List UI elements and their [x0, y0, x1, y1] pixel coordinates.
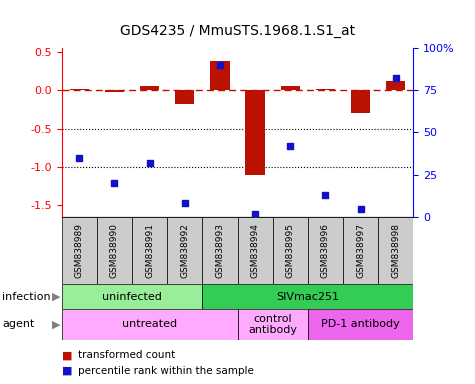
Bar: [70, 89, 89, 90]
Text: GDS4235 / MmuSTS.1968.1.S1_at: GDS4235 / MmuSTS.1968.1.S1_at: [120, 25, 355, 38]
Bar: [62, 217, 97, 284]
Text: control
antibody: control antibody: [248, 314, 297, 335]
Bar: [175, 90, 194, 104]
Bar: [62, 309, 238, 340]
Bar: [378, 217, 413, 284]
Text: uninfected: uninfected: [102, 291, 162, 302]
Bar: [308, 309, 413, 340]
Point: [251, 210, 259, 217]
Bar: [202, 217, 238, 284]
Text: GSM838989: GSM838989: [75, 223, 84, 278]
Point: [111, 180, 118, 186]
Point: [392, 75, 399, 81]
Text: PD-1 antibody: PD-1 antibody: [321, 319, 400, 329]
Bar: [105, 90, 124, 92]
Point: [286, 143, 294, 149]
Bar: [238, 217, 273, 284]
Bar: [167, 217, 202, 284]
Text: SIVmac251: SIVmac251: [276, 291, 339, 302]
Bar: [97, 217, 132, 284]
Text: agent: agent: [2, 319, 35, 329]
Text: infection: infection: [2, 291, 51, 302]
Text: GSM838991: GSM838991: [145, 223, 154, 278]
Text: ■: ■: [62, 366, 72, 376]
Bar: [210, 61, 229, 90]
Text: GSM838992: GSM838992: [180, 223, 189, 278]
Bar: [273, 217, 308, 284]
Point: [76, 155, 83, 161]
Bar: [62, 284, 202, 309]
Text: GSM838998: GSM838998: [391, 223, 400, 278]
Bar: [386, 81, 405, 90]
Text: GSM838996: GSM838996: [321, 223, 330, 278]
Text: percentile rank within the sample: percentile rank within the sample: [78, 366, 254, 376]
Text: GSM838995: GSM838995: [286, 223, 294, 278]
Text: untreated: untreated: [122, 319, 177, 329]
Text: GSM838993: GSM838993: [216, 223, 224, 278]
Bar: [351, 90, 370, 113]
Bar: [316, 89, 335, 90]
Point: [322, 192, 329, 198]
Bar: [140, 86, 159, 90]
Text: transformed count: transformed count: [78, 350, 176, 360]
Bar: [281, 86, 300, 90]
Bar: [308, 217, 343, 284]
Point: [216, 62, 224, 68]
Text: GSM838994: GSM838994: [251, 223, 259, 278]
Point: [357, 205, 364, 212]
Point: [146, 160, 153, 166]
Point: [181, 200, 189, 207]
Bar: [132, 217, 167, 284]
Bar: [246, 90, 265, 175]
Bar: [238, 309, 308, 340]
Text: ■: ■: [62, 350, 72, 360]
Text: ▶: ▶: [52, 319, 60, 329]
Text: GSM838997: GSM838997: [356, 223, 365, 278]
Text: GSM838990: GSM838990: [110, 223, 119, 278]
Bar: [343, 217, 378, 284]
Text: ▶: ▶: [52, 291, 60, 302]
Bar: [202, 284, 413, 309]
